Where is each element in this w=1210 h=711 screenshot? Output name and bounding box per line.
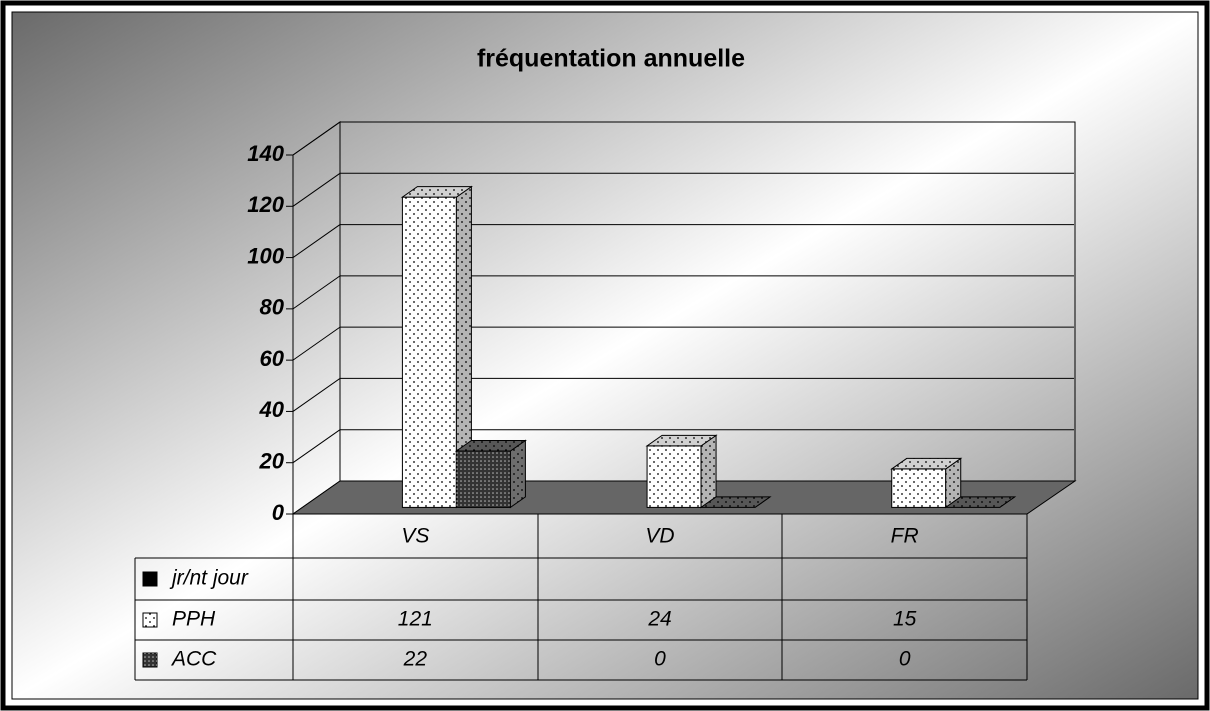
- bar-top-pattern: [402, 186, 472, 198]
- x-tick-label: FR: [891, 525, 919, 548]
- bar-side-pattern: [456, 186, 472, 508]
- bar-top-pattern: [456, 440, 526, 451]
- legend-label: PPH: [172, 608, 216, 631]
- bar-front-pattern: [402, 197, 457, 508]
- grid-line: [292, 275, 341, 310]
- bar-front-pattern: [647, 445, 702, 508]
- legend-key: [142, 571, 158, 587]
- bar-side-pattern: [510, 440, 526, 508]
- bar-top-pattern: [701, 496, 771, 508]
- y-tick-label: 120: [247, 192, 284, 217]
- table-value: 22: [403, 648, 428, 671]
- y-tick-label: 0: [272, 500, 285, 525]
- chart-area: [11, 11, 1199, 700]
- table-value: 15: [893, 608, 917, 631]
- bar-side-pattern: [945, 458, 961, 508]
- grid-line: [292, 429, 341, 464]
- bar-top-pattern: [945, 496, 1015, 508]
- chart-title: fréquentation annuelle: [477, 45, 745, 73]
- grid-line: [292, 378, 341, 412]
- grid-line: [292, 224, 341, 258]
- bar-side-pattern: [701, 435, 717, 508]
- x-tick-label: VD: [645, 525, 674, 548]
- grid-line: [292, 121, 341, 156]
- table-value: 121: [398, 608, 433, 631]
- legend-label: ACC: [170, 648, 217, 671]
- table-value: 0: [899, 648, 911, 671]
- y-tick-label: 100: [247, 243, 284, 268]
- y-tick-label: 40: [259, 397, 285, 422]
- bar-top-pattern: [891, 458, 961, 469]
- y-tick-label: 20: [259, 449, 285, 474]
- y-tick-label: 140: [247, 141, 284, 166]
- table-value: 24: [647, 608, 671, 631]
- legend-label: jr/nt jour: [169, 567, 249, 590]
- grid-line: [292, 326, 341, 361]
- bar-front-pattern: [456, 450, 511, 508]
- table-value: 0: [654, 648, 666, 671]
- grid-line: [292, 172, 341, 207]
- bar-top-pattern: [647, 435, 717, 446]
- data-table: [134, 513, 1028, 681]
- bar-front-pattern: [891, 468, 946, 508]
- y-tick-label: 60: [260, 346, 285, 371]
- y-tick-label: 80: [260, 295, 285, 320]
- legend-key-pattern: [143, 613, 157, 627]
- x-tick-label: VS: [401, 525, 429, 548]
- legend-key-pattern: [143, 653, 157, 667]
